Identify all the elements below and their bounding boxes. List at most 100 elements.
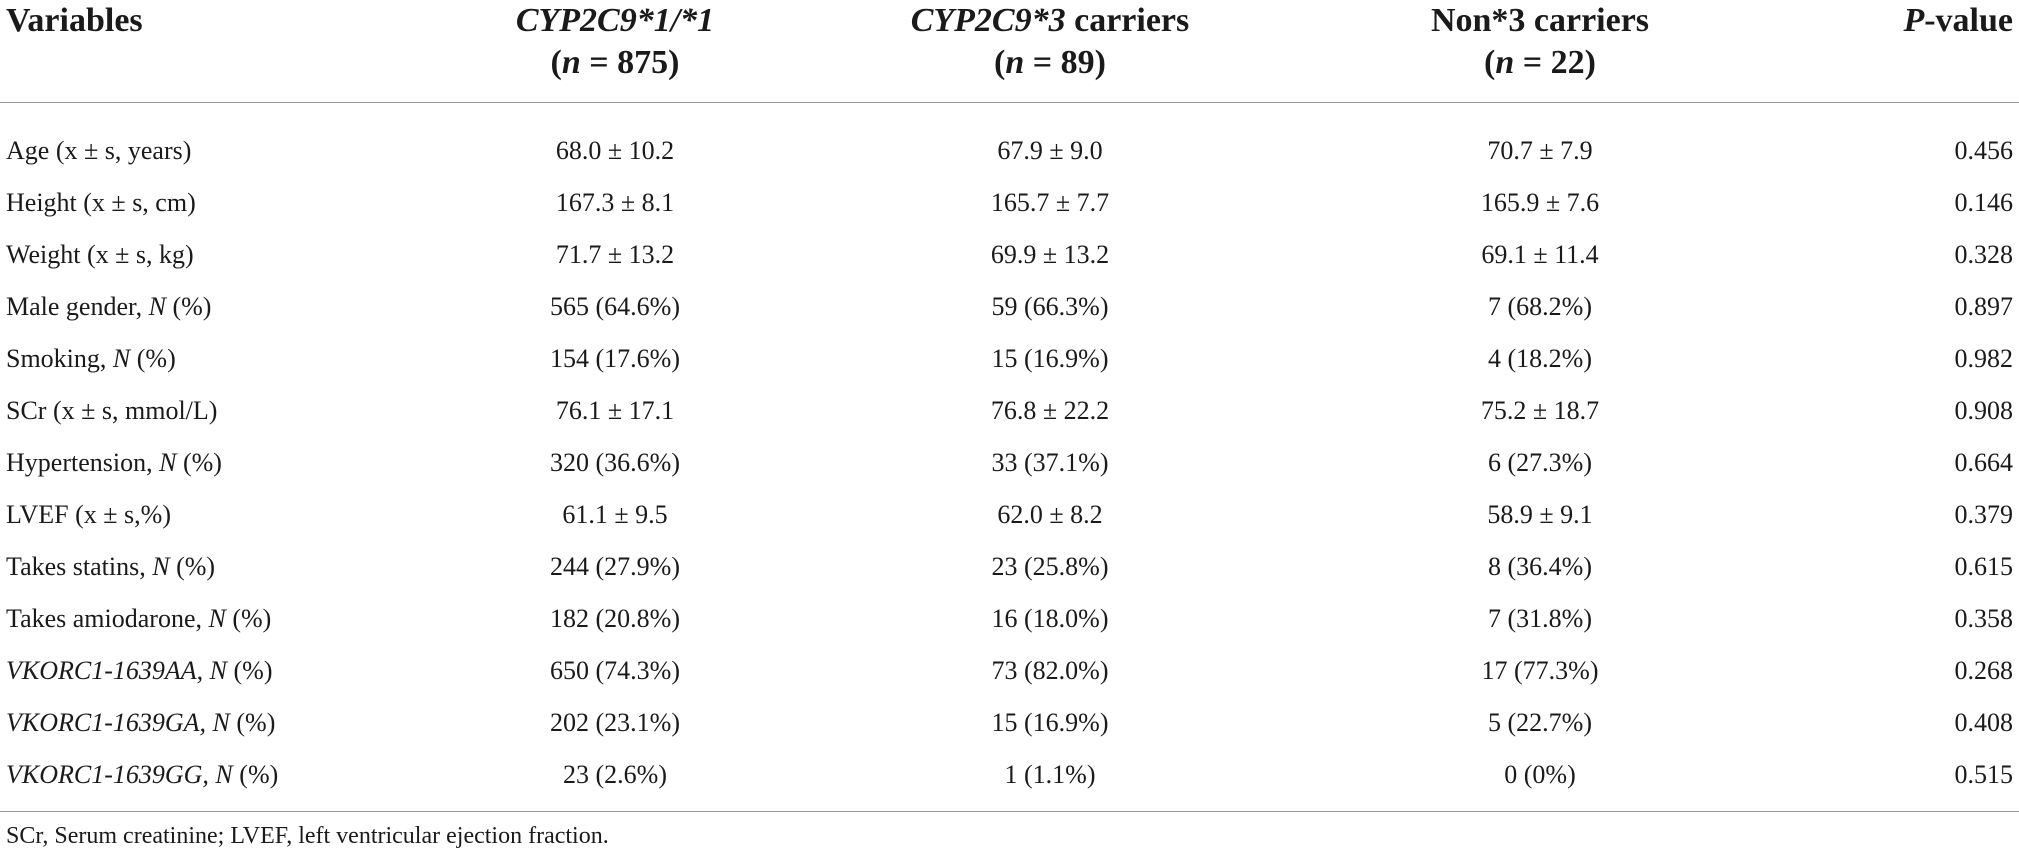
variable-cell: Weight (x ± s, kg) xyxy=(0,229,440,281)
wildtype-value-cell: 565 (64.6%) xyxy=(550,292,680,321)
header-variables: Variables xyxy=(0,0,440,103)
p-value-cell: 0.897 xyxy=(1954,292,2014,321)
header-variables-label: Variables xyxy=(6,2,143,39)
table-row: Takes amiodarone, N (%) 182 (20.8%) 16 (18… xyxy=(0,593,2019,645)
variable-label-italic: N xyxy=(148,292,166,321)
wildtype-value-cell: 61.1 ± 9.5 xyxy=(562,500,668,529)
non-star3-value-cell: 165.9 ± 7.6 xyxy=(1480,188,1600,217)
wildtype-value-cell: 650 (74.3%) xyxy=(550,656,680,685)
header-star3-group: CYP2C9*3 carriers (n = 89) xyxy=(790,0,1310,103)
variable-label: Takes amiodarone, xyxy=(6,604,209,633)
p-value-cell: 0.456 xyxy=(1954,136,2014,165)
non-star3-value-cell: 6 (27.3%) xyxy=(1488,448,1592,477)
star3-value-cell: 73 (82.0%) xyxy=(991,656,1109,685)
p-value-cell: 0.268 xyxy=(1954,656,2014,685)
header-wildtype-genotype: CYP2C9*1/*1 xyxy=(515,2,715,39)
variable-cell: Height (x ± s, cm) xyxy=(0,177,440,229)
header-wildtype-n-value: = 875) xyxy=(580,44,680,81)
header-star3-carriers: carriers xyxy=(1065,2,1190,39)
non-star3-value-cell: 0 (0%) xyxy=(1310,749,1770,812)
baseline-characteristics-table: Variables CYP2C9*1/*1 (n = 875) CYP2C9*3… xyxy=(0,0,2019,812)
non-star3-value-cell: 58.9 ± 9.1 xyxy=(1487,500,1593,529)
variable-cell: Takes amiodarone, N (%) xyxy=(0,593,440,645)
variable-cell: Smoking, N (%) xyxy=(0,333,440,385)
table-row: Takes statins, N (%) 244 (27.9%) 23 (25.8%… xyxy=(0,541,2019,593)
variable-cell: Takes statins, N (%) xyxy=(0,541,440,593)
table-row: VKORC1-1639GG, N (%) 23 (2.6%) 1 (1.1%) 0 (… xyxy=(0,749,2019,812)
p-value-cell: 0.615 xyxy=(1954,552,2014,581)
header-non-star3-title: Non*3 carriers xyxy=(1430,2,1650,39)
non-star3-value-cell: 7 (68.2%) xyxy=(1488,292,1592,321)
table-row: VKORC1-1639GA, N (%) 202 (23.1%) 15 (16.9%… xyxy=(0,697,2019,749)
variable-label-italic: N xyxy=(208,604,226,633)
variable-label-suffix: (%) xyxy=(169,552,216,581)
star3-value-cell: 15 (16.9%) xyxy=(991,708,1109,737)
table-row: Hypertension, N (%) 320 (36.6%) 33 (37.1%)… xyxy=(0,437,2019,489)
wildtype-value-cell: 167.3 ± 8.1 xyxy=(555,188,675,217)
header-wildtype-n-symbol: n xyxy=(561,44,581,81)
variable-label: LVEF (x ± s,%) xyxy=(6,500,171,529)
variable-cell: VKORC1-1639GG, N (%) xyxy=(0,749,440,812)
non-star3-value-cell: 75.2 ± 18.7 xyxy=(1480,396,1600,425)
header-row: Variables CYP2C9*1/*1 (n = 875) CYP2C9*3… xyxy=(0,0,2019,103)
star3-value-cell: 33 (37.1%) xyxy=(991,448,1109,477)
star3-value-cell: 59 (66.3%) xyxy=(991,292,1109,321)
star3-value-cell: 165.7 ± 7.7 xyxy=(990,188,1110,217)
header-wildtype-count: (n = 875) xyxy=(550,44,680,81)
p-value-cell: 0.908 xyxy=(1954,396,2014,425)
variable-cell: VKORC1-1639GA, N (%) xyxy=(0,697,440,749)
table-row: Age (x ± s, years) 68.0 ± 10.2 67.9 ± 9.0 7… xyxy=(0,103,2019,178)
variable-label: Hypertension, xyxy=(6,448,160,477)
non-star3-value-cell: 8 (36.4%) xyxy=(1488,552,1592,581)
variable-cell: VKORC1-1639AA, N (%) xyxy=(0,645,440,697)
variable-label-suffix: (%) xyxy=(232,760,279,789)
variable-label-suffix: (%) xyxy=(229,708,276,737)
variable-cell: SCr (x ± s, mmol/L) xyxy=(0,385,440,437)
wildtype-value-cell: 154 (17.6%) xyxy=(550,344,680,373)
star3-value-cell: 69.9 ± 13.2 xyxy=(990,240,1110,269)
variable-cell: Hypertension, N (%) xyxy=(0,437,440,489)
wildtype-value-cell: 23 (2.6%) xyxy=(440,749,790,812)
header-p-symbol: P xyxy=(1903,2,1925,39)
table-body: Age (x ± s, years) 68.0 ± 10.2 67.9 ± 9.0 7… xyxy=(0,103,2019,812)
p-value-cell: 0.982 xyxy=(1954,344,2014,373)
table-row: SCr (x ± s, mmol/L) 76.1 ± 17.1 76.8 ± 22.… xyxy=(0,385,2019,437)
header-wildtype-group: CYP2C9*1/*1 (n = 875) xyxy=(440,0,790,103)
variable-label-italic: N xyxy=(159,448,177,477)
variable-label-suffix: (%) xyxy=(227,656,273,685)
variable-label: Male gender, xyxy=(6,292,149,321)
non-star3-value-cell: 17 (77.3%) xyxy=(1481,656,1599,685)
header-p-rest: -value xyxy=(1924,2,2013,39)
header-non-star3-n-value: = 22) xyxy=(1514,44,1596,81)
header-star3-n-symbol: n xyxy=(1005,44,1025,81)
variable-label-suffix: (%) xyxy=(130,344,176,373)
star3-value-cell: 62.0 ± 8.2 xyxy=(997,500,1103,529)
header-star3-gene: CYP2C9*3 xyxy=(910,2,1066,39)
non-star3-value-cell: 7 (31.8%) xyxy=(1488,604,1592,633)
variable-label: SCr (x ± s, mmol/L) xyxy=(6,396,218,425)
header-star3-n-value: = 89) xyxy=(1024,44,1106,81)
non-star3-value-cell: 69.1 ± 11.4 xyxy=(1481,240,1599,269)
p-value-cell: 0.328 xyxy=(1954,240,2014,269)
star3-value-cell: 76.8 ± 22.2 xyxy=(990,396,1110,425)
wildtype-value-cell: 202 (23.1%) xyxy=(550,708,680,737)
variable-label: Weight (x ± s, kg) xyxy=(6,240,194,269)
wildtype-value-cell: 71.7 ± 13.2 xyxy=(555,240,675,269)
table-header: Variables CYP2C9*1/*1 (n = 875) CYP2C9*3… xyxy=(0,0,2019,103)
variable-label-italic: N xyxy=(152,552,170,581)
star3-value-cell: 1 (1.1%) xyxy=(790,749,1310,812)
non-star3-value-cell: 70.7 ± 7.9 xyxy=(1487,136,1593,165)
variable-cell: Male gender, N (%) xyxy=(0,281,440,333)
table-row: VKORC1-1639AA, N (%) 650 (74.3%) 73 (82.0%… xyxy=(0,645,2019,697)
header-non-star3-count: (n = 22) xyxy=(1484,44,1596,81)
variable-label-italic: VKORC1-1639GG, N xyxy=(6,760,233,789)
variable-label: Takes statins, xyxy=(6,552,153,581)
table-row: Weight (x ± s, kg) 71.7 ± 13.2 69.9 ± 13.2… xyxy=(0,229,2019,281)
wildtype-value-cell: 76.1 ± 17.1 xyxy=(555,396,675,425)
header-star3-title: CYP2C9*3 carriers xyxy=(790,0,1310,42)
wildtype-value-cell: 244 (27.9%) xyxy=(550,552,680,581)
variable-cell: Age (x ± s, years) xyxy=(0,103,440,178)
p-value-cell: 0.379 xyxy=(1954,500,2014,529)
p-value-cell: 0.408 xyxy=(1954,708,2014,737)
wildtype-value-cell: 182 (20.8%) xyxy=(550,604,680,633)
